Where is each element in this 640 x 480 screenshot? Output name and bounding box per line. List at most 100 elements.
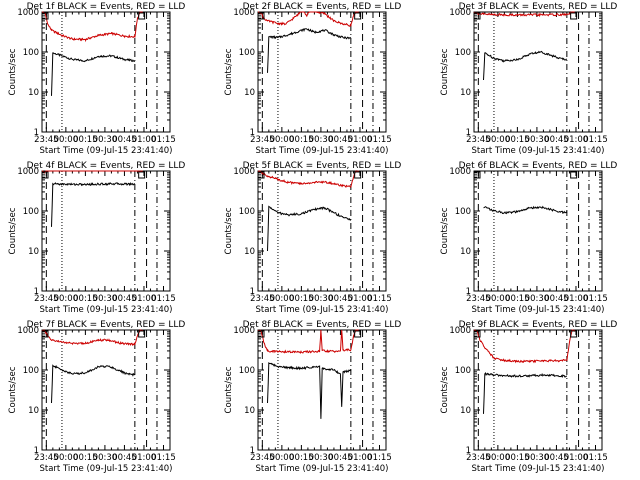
x-tick-label: 00:30	[93, 453, 118, 463]
x-tick-label: 23:45	[250, 453, 275, 463]
panel-title: Det 2f BLACK = Events, RED = LLD	[243, 2, 402, 12]
x-tick-label: 00:15	[73, 453, 98, 463]
panel-title: Det 9f BLACK = Events, RED = LLD	[459, 320, 618, 330]
x-tick-label: 00:00	[270, 453, 295, 463]
plot-frame	[257, 170, 387, 292]
x-tick-label: 00:45	[544, 135, 569, 145]
y-tick-label: 1	[34, 128, 39, 138]
corner-box-marker	[138, 171, 146, 179]
series-lld-line	[257, 169, 359, 188]
panel-title: Det 3f BLACK = Events, RED = LLD	[459, 2, 618, 12]
y-tick-label: 1000	[233, 326, 255, 336]
y-axis-label: Counts/sec	[440, 207, 450, 254]
x-tick-label: 23:45	[250, 294, 275, 304]
corner-box-marker	[570, 330, 578, 338]
corner-box-marker	[570, 171, 578, 179]
x-axis-label: Start Time (09-Jul-15 23:41:40)	[256, 464, 389, 474]
plot-frame	[473, 170, 603, 292]
y-tick-label: 1	[466, 128, 471, 138]
y-axis-label: Counts/sec	[8, 366, 18, 413]
series-events-line	[267, 205, 352, 252]
y-tick-label: 100	[455, 366, 471, 376]
x-tick-label: 01:00	[348, 453, 373, 463]
x-tick-label: 00:15	[73, 294, 98, 304]
y-tick-label: 100	[23, 366, 39, 376]
y-tick-label: 1	[250, 128, 255, 138]
y-axis-label: Counts/sec	[224, 366, 234, 413]
corner-box-marker	[41, 12, 49, 20]
panel-det-5f: Det 5f BLACK = Events, RED = LLD 1 10 100 10…	[224, 161, 401, 315]
x-tick-label: 01:00	[348, 135, 373, 145]
x-tick-label: 00:30	[93, 135, 118, 145]
x-tick-label: 00:15	[289, 135, 314, 145]
panel-title: Det 6f BLACK = Events, RED = LLD	[459, 161, 618, 171]
x-tick-label: 00:30	[525, 294, 550, 304]
x-tick-label: 01:00	[564, 453, 589, 463]
plot-frame	[41, 11, 171, 133]
x-axis-label: Start Time (09-Jul-15 23:41:40)	[40, 305, 173, 315]
y-tick-label: 10	[460, 406, 471, 416]
x-tick-label: 00:30	[309, 453, 334, 463]
x-tick-label: 01:15	[583, 135, 608, 145]
panel-det-9f: Det 9f BLACK = Events, RED = LLD 1 10 100 10…	[440, 320, 617, 474]
corner-box-marker	[41, 330, 49, 338]
x-tick-label: 00:45	[544, 453, 569, 463]
y-axis-label: Counts/sec	[440, 366, 450, 413]
panel-title: Det 8f BLACK = Events, RED = LLD	[243, 320, 402, 330]
panel-title: Det 1f BLACK = Events, RED = LLD	[27, 2, 186, 12]
series-lld-line	[473, 11, 575, 18]
panel-title: Det 4f BLACK = Events, RED = LLD	[27, 161, 186, 171]
x-tick-label: 01:00	[132, 135, 157, 145]
x-tick-label: 01:15	[367, 294, 392, 304]
series-lld-line	[42, 170, 143, 174]
x-tick-label: 01:00	[348, 294, 373, 304]
y-tick-label: 1000	[233, 8, 255, 18]
panel-det-3f: Det 3f BLACK = Events, RED = LLD 1 10 100 10…	[440, 2, 617, 156]
x-tick-label: 00:15	[505, 453, 530, 463]
x-tick-label: 00:45	[328, 135, 353, 145]
y-tick-label: 10	[28, 247, 39, 257]
series-lld-line	[41, 329, 144, 347]
x-tick-label: 01:00	[564, 294, 589, 304]
y-tick-label: 10	[244, 88, 255, 98]
corner-box-marker	[354, 330, 362, 338]
y-tick-label: 1	[466, 287, 471, 297]
x-tick-label: 01:00	[132, 453, 157, 463]
y-axis-label: Counts/sec	[224, 48, 234, 95]
x-tick-label: 00:15	[289, 294, 314, 304]
x-tick-label: 01:00	[132, 294, 157, 304]
x-axis-label: Start Time (09-Jul-15 23:41:40)	[472, 305, 605, 315]
plot-frame	[257, 329, 387, 451]
x-axis-label: Start Time (09-Jul-15 23:41:40)	[40, 464, 173, 474]
x-tick-label: 00:15	[289, 453, 314, 463]
y-tick-label: 10	[28, 88, 39, 98]
corner-box-marker	[473, 330, 481, 338]
plot-frame	[41, 170, 171, 292]
x-tick-label: 23:45	[34, 135, 59, 145]
plot-frame	[257, 11, 387, 133]
x-axis-label: Start Time (09-Jul-15 23:41:40)	[256, 305, 389, 315]
corner-box-marker	[354, 171, 362, 179]
y-tick-label: 100	[239, 207, 255, 217]
corner-box-marker	[354, 12, 362, 20]
y-tick-label: 1	[34, 287, 39, 297]
panel-det-8f: Det 8f BLACK = Events, RED = LLD 1 10 100 10…	[224, 320, 401, 474]
x-tick-label: 00:00	[54, 294, 79, 304]
corner-box-marker	[473, 12, 481, 20]
y-tick-label: 1000	[449, 167, 471, 177]
x-tick-label: 01:15	[367, 453, 392, 463]
x-tick-label: 00:30	[525, 453, 550, 463]
x-tick-label: 01:15	[583, 453, 608, 463]
x-tick-label: 00:45	[328, 294, 353, 304]
corner-box-marker	[257, 330, 265, 338]
y-axis-label: Counts/sec	[440, 48, 450, 95]
x-tick-label: 01:15	[151, 453, 176, 463]
series-lld-line	[257, 329, 359, 354]
series-events-line	[51, 364, 136, 404]
x-tick-label: 23:45	[466, 453, 491, 463]
x-tick-label: 01:15	[151, 135, 176, 145]
series-events-line	[483, 371, 567, 414]
panel-det-7f: Det 7f BLACK = Events, RED = LLD 1 10 100 10…	[8, 320, 185, 474]
x-tick-label: 00:00	[486, 453, 511, 463]
